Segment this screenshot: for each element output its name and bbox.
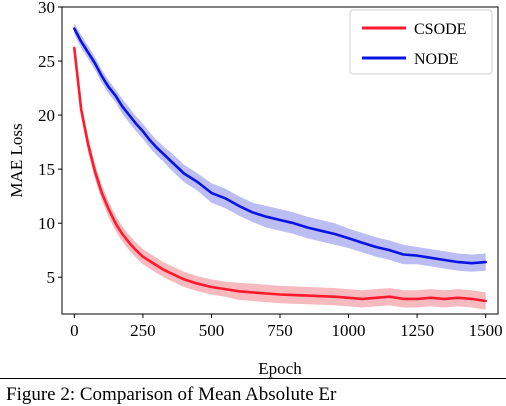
- x-tick-label: 250: [130, 321, 156, 340]
- y-tick-label: 20: [38, 106, 55, 125]
- series-line-csode: [73, 46, 488, 303]
- band-csode: [74, 43, 486, 310]
- y-axis: 5 10 15 20 25 30: [38, 0, 62, 287]
- y-tick-label: 5: [47, 268, 56, 287]
- x-tick-label: 1500: [469, 321, 503, 340]
- legend: CSODE NODE: [349, 9, 493, 75]
- x-axis-label: Epoch: [258, 359, 302, 378]
- caption-divider: [0, 378, 506, 379]
- y-tick-label: 10: [38, 214, 55, 233]
- x-tick-label: 1250: [400, 321, 434, 340]
- legend-label-node: NODE: [414, 51, 458, 68]
- x-tick-label: 750: [267, 321, 293, 340]
- y-axis-label: MAE Loss: [7, 123, 26, 197]
- x-tick-label: 500: [199, 321, 225, 340]
- figure-caption: Figure 2: Comparison of Mean Absolute Er: [6, 384, 337, 405]
- legend-label-csode: CSODE: [414, 21, 466, 38]
- line-chart: 0 250 500 750 1000 1250 1500 5 10 15 20 25 30 Epoch…: [7, 0, 503, 378]
- series-lines: [73, 27, 488, 303]
- y-tick-label: 25: [38, 52, 55, 71]
- series-line-node: [73, 27, 488, 265]
- x-axis: 0 250 500 750 1000 1250 1500: [70, 314, 503, 340]
- x-tick-label: 0: [70, 321, 79, 340]
- y-tick-label: 15: [38, 160, 55, 179]
- y-tick-label: 30: [38, 0, 55, 17]
- x-tick-label: 1000: [332, 321, 366, 340]
